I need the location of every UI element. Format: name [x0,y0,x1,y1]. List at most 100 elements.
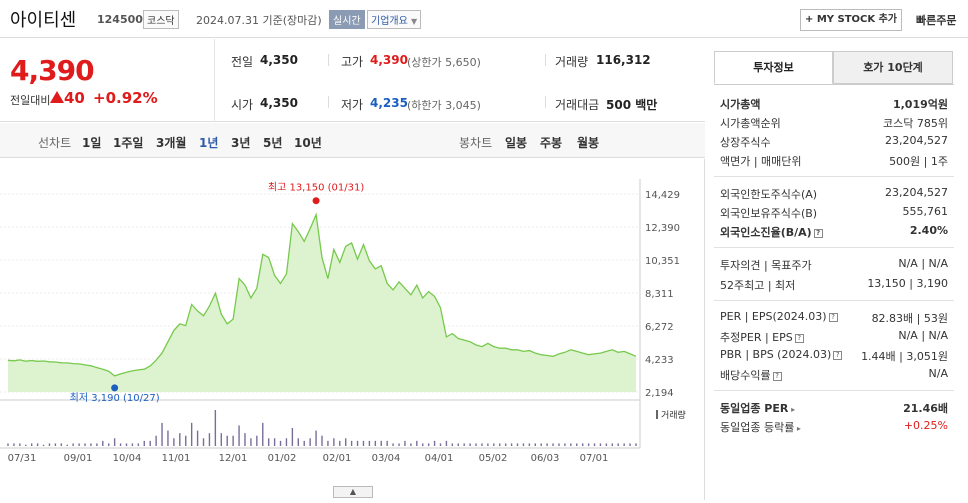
sector-per-label[interactable]: 동일업종 PER [720,402,789,415]
foreign-exhaustion-text: 외국인소진율(B/A) [720,226,812,239]
amount-label: 거래대금 [555,98,600,112]
sector-change-label[interactable]: 동일업종 등락률 [720,421,795,434]
volume-bar [593,443,596,446]
price-chart: 14,429 12,390 10,351 8,311 6,272 4,233 2,194 0… [0,159,705,500]
info-row: 투자의견 | 목표주가 N/A | N/A [720,257,948,275]
period-1w[interactable]: 1주일 [113,136,144,150]
volume-bar [475,443,477,446]
volume-bar [481,443,483,446]
help-icon[interactable]: ? [833,351,843,360]
x-tick-label: 05/02 [479,453,508,464]
volume-bar [558,443,560,446]
x-tick-label: 02/01 [323,453,352,464]
per-eps-value: 82.83배 | 53원 [871,312,948,325]
candle-weekly[interactable]: 주봉 [540,136,563,150]
volume-bar [250,438,252,446]
candle-daily[interactable]: 일봉 [505,136,528,150]
volume-bar [161,422,163,446]
volume-bar [297,438,300,446]
x-tick-label: 07/31 [8,453,37,464]
add-mystock-button[interactable]: + MY STOCK 추가 [800,9,902,31]
volume-bar [315,430,317,446]
info-row: 외국인소진율(B/A)? 2.40% [720,224,948,242]
live-button[interactable]: 실시간 [329,10,365,29]
help-icon[interactable]: ? [813,229,823,238]
market-cap-rank-value: 코스닥 785위 [883,117,948,130]
info-row: PER | EPS(2024.03)? 82.83배 | 53원 [720,310,948,328]
face-value-value: 500원 | 1주 [889,155,948,168]
volume-bar [386,440,388,446]
volume-bar [285,438,288,446]
y-tick-label: 10,351 [645,256,680,267]
market-cap-value: 1,019억원 [892,98,948,111]
target-price-label: 투자의견 | 목표주가 [720,259,812,272]
vs-prev-label: 전일대비 [10,94,51,107]
open-value: 4,350 [260,96,298,110]
tab-underline [714,84,954,85]
max-marker [312,197,320,205]
divider [545,54,546,66]
volume-bar [487,443,489,446]
volume-bar [214,410,217,446]
help-icon[interactable]: ? [828,313,838,322]
collapse-chart-button[interactable]: ▲ [333,486,373,498]
help-icon[interactable]: ? [794,334,804,343]
help-icon[interactable]: ? [772,372,782,381]
volume-bar [262,422,264,446]
volume-bar [451,443,454,446]
stock-name[interactable]: 아이티센 [10,10,77,31]
info-row: 추정PER | EPS? N/A | N/A [720,329,948,347]
volume-bar [108,443,110,446]
stock-code: 124500 [97,13,143,26]
volume-bar [546,443,548,446]
info-row: 시가총액순위 코스닥 785위 [720,115,948,133]
x-tick-label: 04/01 [425,453,454,464]
volume-bar [416,440,418,446]
52w-range-value: 13,150 | 3,190 [867,277,948,290]
volume-bar [226,435,228,446]
high-value: 4,390 [370,53,408,67]
y-tick-label: 4,233 [645,355,674,366]
period-3m[interactable]: 3개월 [156,136,187,150]
volume-label: 거래량 [555,55,589,69]
lower-limit: (하한가 3,045) [407,99,481,112]
company-overview-dropdown[interactable]: 기업개요 ▼ [367,10,422,29]
info-row: 상장주식수 23,204,527 [720,134,948,152]
volume-bar [208,433,211,446]
period-1y[interactable]: 1년 [199,136,219,150]
volume-bar [190,422,193,446]
tab-investment-info[interactable]: 투자정보 [714,51,833,84]
low-value: 4,235 [370,96,408,110]
tab-orderbook-10[interactable]: 호가 10단계 [833,51,953,84]
volume-bar [398,443,400,446]
volume-bar [374,440,377,446]
volume-bar [576,443,578,446]
divider [328,96,329,108]
period-5y[interactable]: 5년 [263,136,283,150]
market-badge: 코스닥 [143,10,179,29]
info-row: 동일업종 등락률 ▸ +0.25% [720,419,948,437]
volume-bar [66,444,68,446]
volume-bar [445,440,448,446]
volume-bar [267,438,270,446]
candle-monthly[interactable]: 월봉 [577,136,600,150]
prev-close-value: 4,350 [260,53,298,67]
divider [714,247,954,248]
period-10y[interactable]: 10년 [294,136,322,150]
foreign-limit-value: 23,204,527 [885,186,948,199]
volume-bar [564,443,566,446]
period-3y[interactable]: 3년 [231,136,251,150]
volume-bar [196,430,199,446]
volume-bar [493,443,495,446]
volume-bar [102,440,104,446]
period-1d[interactable]: 1일 [82,136,102,150]
divider [328,54,329,66]
x-tick-label: 10/04 [113,453,142,464]
volume-bar [439,443,442,446]
sector-per-value: 21.46배 [903,402,948,415]
price-line [7,212,637,377]
quick-order-button[interactable]: 빠른주문 [916,14,957,27]
volume-bar [36,443,39,446]
per-eps-label: PER | EPS(2024.03) [720,310,827,323]
volume-bar [119,443,122,446]
